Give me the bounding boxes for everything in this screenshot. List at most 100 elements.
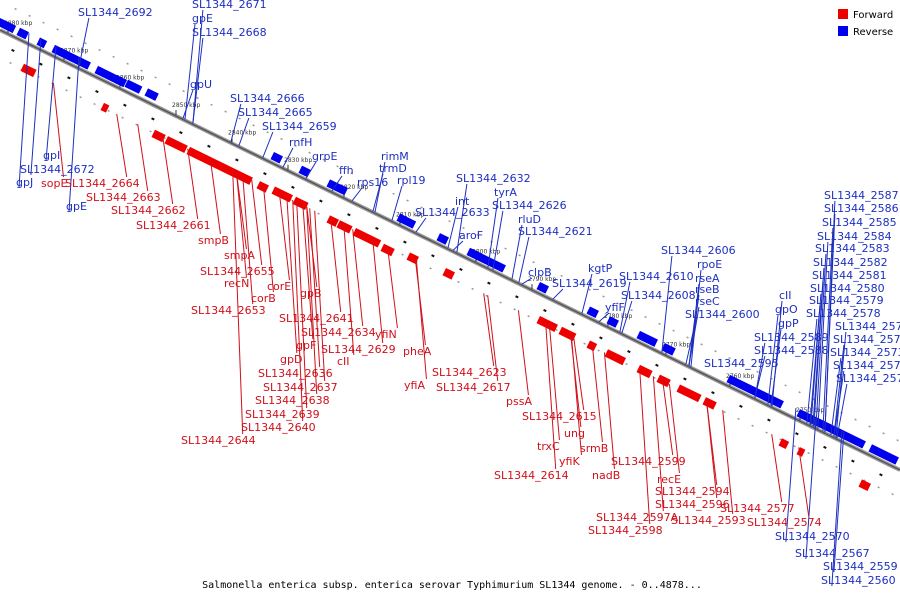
reverse-gene-label[interactable]: gpE [192,12,213,25]
reverse-gene-label[interactable]: rnfH [289,136,312,149]
forward-gene-label[interactable]: SL1344_2614 [494,469,569,482]
reverse-gene-label[interactable]: rpl19 [397,174,426,187]
forward-gene[interactable] [292,196,309,211]
reverse-gene-label[interactable]: SL1344_2606 [661,244,736,257]
forward-gene-label[interactable]: SL1344_2662 [111,204,186,217]
reverse-gene-label[interactable]: SL1344_2632 [456,172,531,185]
forward-gene-label[interactable]: SL1344_2615 [522,410,597,423]
forward-gene-label[interactable]: smpB [198,234,229,247]
reverse-gene-label[interactable]: trmD [379,162,407,175]
forward-gene-label[interactable]: srmB [580,442,608,455]
forward-gene-label[interactable]: SL1344_2641 [279,312,354,325]
forward-gene-label[interactable]: yfiA [404,379,425,392]
reverse-gene[interactable] [868,444,899,465]
reverse-gene-label[interactable]: SL1344_2578 [806,307,881,320]
reverse-gene-label[interactable]: SL1344_2576 [835,320,900,333]
forward-gene-label[interactable]: recE [657,473,681,486]
forward-gene[interactable] [586,340,598,352]
reverse-gene-label[interactable]: gpJ [16,176,33,189]
forward-gene[interactable] [604,349,626,366]
forward-gene-label[interactable]: nadB [592,469,620,482]
legend-reverse[interactable]: Reverse [838,26,893,38]
reverse-gene-label[interactable]: SL1344_2610 [619,270,694,283]
reverse-gene-label[interactable]: SL1344_2583 [815,242,890,255]
forward-gene[interactable] [151,129,166,143]
reverse-gene[interactable] [326,179,348,196]
forward-gene-label[interactable]: smpA [224,249,255,262]
forward-gene[interactable] [442,268,455,280]
forward-gene-label[interactable]: gpB [300,287,322,300]
reverse-gene-label[interactable]: aroF [459,229,483,242]
forward-gene-label[interactable]: SL1344_2640 [241,421,316,434]
reverse-gene[interactable] [606,316,619,328]
reverse-gene[interactable] [270,151,283,164]
forward-gene-label[interactable]: SL1344_2599 [611,455,686,468]
reverse-gene-label[interactable]: clpB [528,266,552,279]
reverse-gene[interactable] [51,44,91,70]
reverse-gene[interactable] [298,165,311,178]
reverse-gene-label[interactable]: gpP [778,317,799,330]
forward-gene[interactable] [796,447,806,457]
reverse-gene-label[interactable]: SL1344_2587 [824,189,899,202]
reverse-gene-label[interactable]: SL1344_2671 [192,0,267,11]
reverse-gene-label[interactable]: cII [779,289,792,302]
reverse-gene[interactable] [114,75,127,88]
reverse-gene-label[interactable]: SL1344_2559 [823,560,898,573]
reverse-gene-label[interactable]: SL1344_2580 [810,282,885,295]
reverse-gene-label[interactable]: SL1344_2588 [754,344,829,357]
forward-gene-label[interactable]: SL1344_2639 [245,408,320,421]
reverse-gene-label[interactable]: SL1344_2692 [78,6,153,19]
forward-gene-label[interactable]: SL1344_2593 [671,514,746,527]
reverse-gene[interactable] [796,409,813,423]
reverse-gene-label[interactable]: rps16 [357,176,388,189]
forward-gene[interactable] [352,228,382,248]
reverse-gene-label[interactable]: gpO [775,303,798,316]
forward-gene-label[interactable]: SL1344_2663 [86,191,161,204]
forward-gene-label[interactable]: pheA [403,345,432,358]
reverse-gene-label[interactable]: SL1344_2571 [836,372,900,385]
reverse-gene-label[interactable]: rseA [695,272,720,285]
forward-gene[interactable] [702,397,717,410]
reverse-gene-label[interactable]: SL1344_2586 [824,202,899,215]
forward-gene-label[interactable]: SL1344_2661 [136,219,211,232]
reverse-gene-label[interactable]: SL1344_2572 [833,359,900,372]
forward-gene-label[interactable]: SL1344_2623 [432,366,507,379]
forward-gene-label[interactable]: gpF [296,339,316,352]
reverse-gene-label[interactable]: SL1344_2619 [552,277,627,290]
reverse-gene[interactable] [0,18,17,34]
forward-gene-label[interactable]: sopE [41,177,67,190]
reverse-gene-label[interactable]: SL1344_2575 [833,333,900,346]
reverse-gene-label[interactable]: gpI [43,149,60,162]
forward-gene[interactable] [20,63,37,78]
reverse-gene[interactable] [726,374,784,409]
forward-gene[interactable] [858,479,871,492]
reverse-gene-label[interactable]: SL1344_2579 [809,294,884,307]
reverse-gene-label[interactable]: SL1344_2589 [754,331,829,344]
forward-gene-label[interactable]: SL1344_2634 [301,326,376,339]
reverse-gene-label[interactable]: SL1344_2584 [817,230,892,243]
forward-gene-label[interactable]: SL1344_2637 [263,381,338,394]
reverse-gene-label[interactable]: SL1344_2666 [230,92,305,105]
reverse-gene-label[interactable]: rluD [518,213,541,226]
reverse-gene-label[interactable]: SL1344_2608 [621,289,696,302]
forward-gene-label[interactable]: SL1344_2598 [588,524,663,537]
reverse-gene-label[interactable]: SL1344_2595 [704,357,779,370]
reverse-gene-label[interactable]: SL1344_2668 [192,26,267,39]
forward-gene-label[interactable]: SL1344_2617 [436,381,511,394]
reverse-gene-label[interactable]: SL1344_2621 [518,225,593,238]
reverse-gene-label[interactable]: SL1344_2626 [492,199,567,212]
forward-gene[interactable] [676,384,702,403]
reverse-gene[interactable] [436,233,449,245]
forward-gene[interactable] [536,316,558,332]
forward-gene-label[interactable]: trxC [537,440,560,453]
forward-gene-label[interactable]: SL1344_2664 [65,177,140,190]
forward-gene-label[interactable]: pssA [506,395,532,408]
reverse-gene-label[interactable]: SL1344_2582 [813,256,888,269]
reverse-gene-label[interactable]: rimM [381,150,409,163]
forward-gene-label[interactable]: recN [224,277,249,290]
reverse-gene-label[interactable]: tyrA [494,186,517,199]
reverse-gene-label[interactable]: gpE [66,200,87,213]
forward-gene-label[interactable]: yfiN [375,328,397,341]
forward-gene-label[interactable]: SL1344_2653 [191,304,266,317]
forward-gene[interactable] [256,181,269,193]
